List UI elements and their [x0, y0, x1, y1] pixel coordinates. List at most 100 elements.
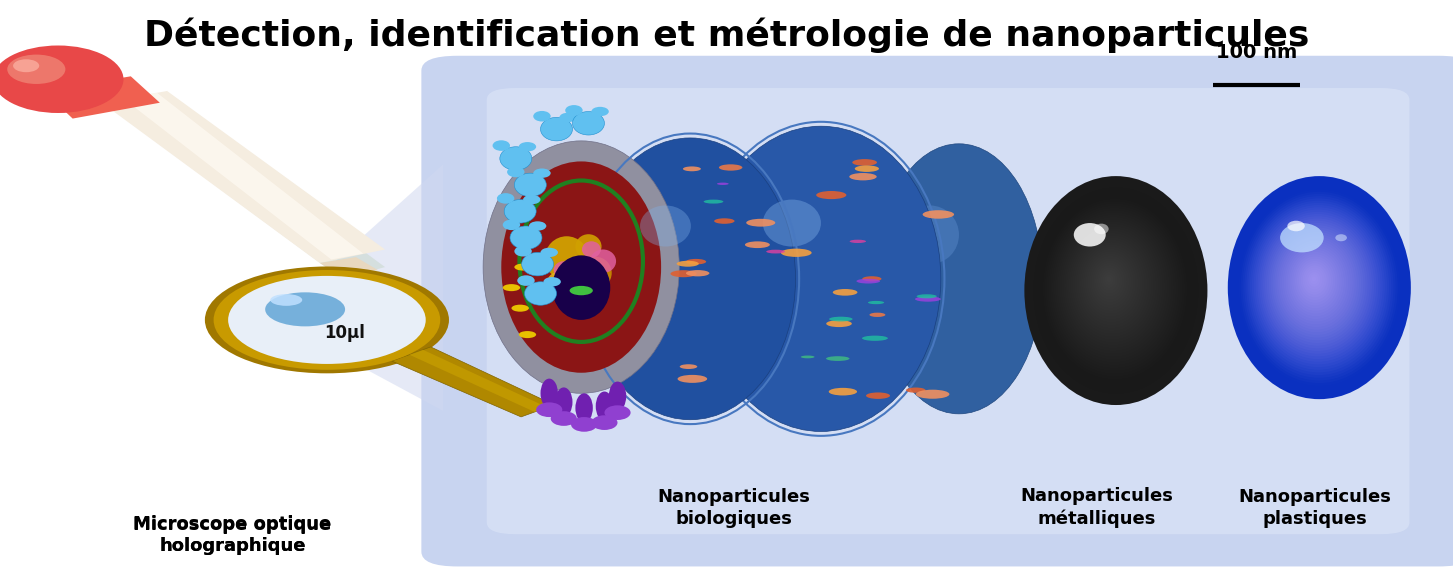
Ellipse shape [565, 105, 583, 116]
Ellipse shape [1250, 203, 1388, 370]
Text: Nanoparticules
biologiques: Nanoparticules biologiques [657, 488, 811, 528]
Ellipse shape [1300, 263, 1329, 298]
Ellipse shape [862, 336, 888, 341]
Ellipse shape [591, 416, 618, 430]
Ellipse shape [853, 159, 878, 166]
Ellipse shape [1287, 221, 1305, 231]
Text: Nanoparticules
métalliques: Nanoparticules métalliques [1020, 487, 1174, 528]
Ellipse shape [554, 261, 574, 279]
Ellipse shape [763, 200, 821, 247]
Ellipse shape [1088, 254, 1133, 311]
Ellipse shape [716, 183, 729, 185]
Ellipse shape [1252, 205, 1385, 367]
Polygon shape [312, 164, 443, 411]
Ellipse shape [541, 117, 572, 141]
Ellipse shape [1046, 204, 1183, 373]
Ellipse shape [541, 379, 558, 408]
Ellipse shape [1255, 210, 1380, 362]
Ellipse shape [856, 279, 881, 284]
Circle shape [503, 284, 520, 291]
Ellipse shape [7, 55, 65, 84]
Ellipse shape [575, 393, 593, 423]
Ellipse shape [1260, 214, 1376, 356]
Ellipse shape [830, 317, 853, 322]
Ellipse shape [555, 387, 572, 417]
Ellipse shape [1299, 261, 1331, 300]
Ellipse shape [923, 210, 955, 219]
Ellipse shape [1292, 252, 1340, 311]
Ellipse shape [1268, 225, 1366, 343]
Ellipse shape [522, 252, 554, 276]
Ellipse shape [1052, 210, 1175, 365]
Circle shape [514, 264, 532, 271]
Ellipse shape [504, 200, 536, 223]
Text: 100 nm: 100 nm [1216, 43, 1298, 62]
Ellipse shape [1085, 252, 1135, 313]
Ellipse shape [497, 193, 514, 204]
Ellipse shape [1077, 240, 1146, 328]
Ellipse shape [1239, 190, 1399, 386]
Ellipse shape [828, 388, 857, 396]
Text: Microscope optique
holographique: Microscope optique holographique [134, 516, 331, 555]
Ellipse shape [1305, 268, 1325, 292]
Ellipse shape [703, 200, 724, 204]
Ellipse shape [1069, 231, 1155, 339]
Ellipse shape [1078, 242, 1145, 325]
Ellipse shape [529, 221, 546, 231]
Ellipse shape [817, 191, 847, 199]
Ellipse shape [901, 205, 959, 264]
Ellipse shape [745, 241, 770, 248]
Ellipse shape [1062, 222, 1165, 350]
Ellipse shape [1312, 276, 1316, 281]
Ellipse shape [677, 375, 708, 383]
Ellipse shape [533, 168, 551, 178]
Circle shape [519, 331, 536, 338]
Ellipse shape [719, 164, 742, 171]
Ellipse shape [581, 241, 600, 258]
Ellipse shape [1081, 245, 1142, 322]
Ellipse shape [1273, 230, 1361, 338]
Ellipse shape [1257, 212, 1379, 359]
Ellipse shape [533, 111, 551, 122]
Ellipse shape [591, 107, 609, 116]
Ellipse shape [1306, 270, 1322, 289]
Ellipse shape [827, 356, 850, 361]
Ellipse shape [1289, 249, 1341, 313]
Ellipse shape [1074, 223, 1106, 247]
Ellipse shape [1254, 207, 1383, 365]
Ellipse shape [862, 276, 882, 281]
Ellipse shape [1261, 216, 1375, 353]
Ellipse shape [1064, 224, 1162, 348]
Ellipse shape [510, 226, 542, 249]
Polygon shape [44, 76, 160, 119]
Ellipse shape [1280, 223, 1324, 252]
Ellipse shape [1104, 275, 1113, 285]
Ellipse shape [833, 289, 857, 296]
Ellipse shape [1228, 176, 1411, 399]
Ellipse shape [869, 313, 885, 317]
Ellipse shape [1248, 201, 1389, 372]
Ellipse shape [501, 161, 661, 373]
Ellipse shape [1101, 270, 1117, 291]
Ellipse shape [1293, 254, 1338, 308]
Ellipse shape [1037, 192, 1194, 388]
Text: Détection, identification et métrologie de nanoparticules: Détection, identification et métrologie … [144, 18, 1309, 53]
Ellipse shape [1263, 218, 1372, 351]
Text: Microscope optique
holographique: Microscope optique holographique [134, 515, 331, 555]
Ellipse shape [270, 294, 302, 306]
Ellipse shape [266, 292, 346, 326]
Ellipse shape [1266, 221, 1370, 348]
Ellipse shape [1241, 192, 1398, 383]
Ellipse shape [519, 142, 536, 151]
Ellipse shape [917, 294, 937, 298]
Ellipse shape [680, 365, 697, 369]
Ellipse shape [1284, 243, 1348, 322]
Ellipse shape [596, 392, 613, 421]
Ellipse shape [1302, 265, 1327, 295]
Ellipse shape [1056, 215, 1171, 359]
Ellipse shape [850, 173, 876, 180]
Ellipse shape [1267, 223, 1367, 346]
Ellipse shape [514, 246, 532, 257]
Ellipse shape [1051, 208, 1178, 368]
Ellipse shape [780, 249, 812, 257]
